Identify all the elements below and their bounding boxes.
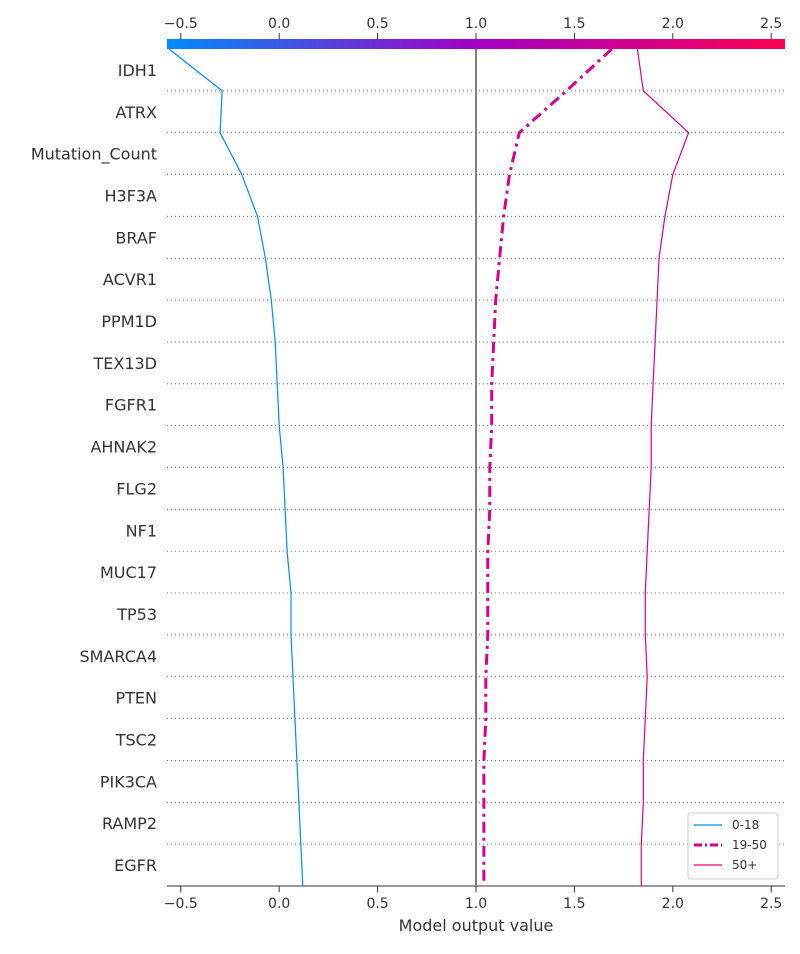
feature-label: SMARCA4 — [79, 647, 157, 666]
series-line-3 — [636, 48, 690, 886]
legend-label: 50+ — [732, 858, 757, 872]
bottom-tick-label: −0.5 — [164, 896, 198, 912]
top-tick-label: 1.0 — [465, 16, 487, 32]
feature-label: PTEN — [116, 689, 158, 708]
series-lines — [168, 47, 690, 887]
top-axis: −0.5 0.0 0.5 1.0 1.5 2.0 2.5 — [164, 16, 782, 39]
bottom-tick-label: 2.5 — [760, 896, 782, 912]
bottom-axis: −0.5 0.0 0.5 1.0 1.5 2.0 2.5 — [164, 885, 785, 912]
top-tick-label: 2.5 — [760, 16, 782, 32]
feature-label: FGFR1 — [105, 396, 157, 415]
legend-label: 0-18 — [732, 818, 759, 832]
feature-label: H3F3A — [104, 186, 157, 205]
feature-label: ACVR1 — [103, 270, 157, 289]
feature-label: BRAF — [115, 228, 157, 247]
top-tick-label: 0.0 — [268, 16, 290, 32]
bottom-tick-label: 0.5 — [366, 896, 388, 912]
top-tick-label: 0.5 — [366, 16, 388, 32]
legend-label: 19-50 — [732, 838, 767, 852]
feature-label: TSC2 — [115, 731, 157, 750]
feature-label: ATRX — [115, 103, 157, 122]
legend-box — [687, 812, 779, 880]
x-axis-title: Model output value — [399, 916, 554, 935]
series-line-2 — [482, 47, 613, 886]
feature-labels: IDH1 ATRX Mutation_Count H3F3A BRAF ACVR1 PPM1… — [31, 61, 157, 875]
bottom-tick-label: 2.0 — [662, 896, 684, 912]
feature-label: PPM1D — [101, 312, 157, 331]
feature-label: TEX13D — [92, 354, 157, 373]
feature-label: NF1 — [126, 521, 157, 540]
feature-label: EGFR — [114, 856, 157, 875]
feature-label: FLG2 — [116, 479, 157, 498]
top-tick-label: −0.5 — [164, 16, 198, 32]
feature-label: Mutation_Count — [31, 145, 157, 165]
feature-label: PIK3CA — [100, 772, 157, 791]
feature-label: IDH1 — [118, 61, 157, 80]
bottom-tick-label: 0.0 — [268, 896, 290, 912]
series-line-1 — [168, 48, 304, 887]
feature-label: TP53 — [116, 605, 157, 624]
bottom-tick-label: 1.5 — [563, 896, 585, 912]
feature-label: AHNAK2 — [90, 438, 157, 457]
feature-label: RAMP2 — [102, 814, 157, 833]
top-tick-label: 1.5 — [563, 16, 585, 32]
legend: 0-18 19-50 50+ — [687, 812, 779, 880]
bottom-tick-label: 1.0 — [465, 896, 487, 912]
feature-label: MUC17 — [100, 563, 157, 582]
top-tick-label: 2.0 — [662, 16, 684, 32]
color-bar — [167, 39, 785, 49]
